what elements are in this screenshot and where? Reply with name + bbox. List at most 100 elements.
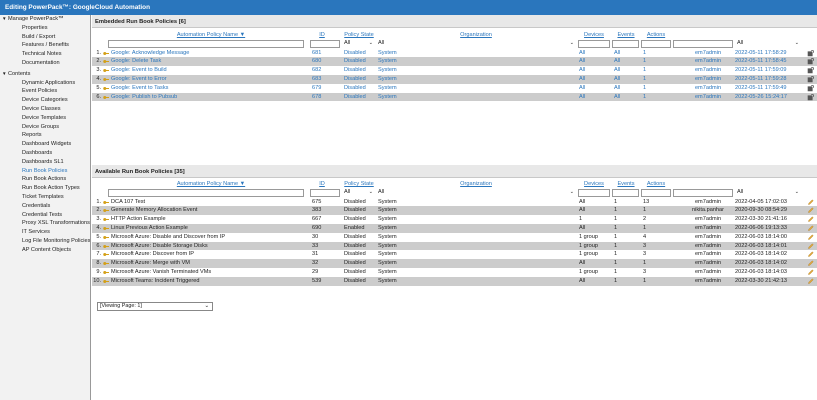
column-header-policy-state[interactable]: Policy State	[344, 32, 374, 38]
sidebar-item-build-export[interactable]: Build / Export	[22, 33, 56, 40]
policy-name-link[interactable]: Microsoft Teams: Incident Triggered	[111, 277, 200, 284]
sidebar-item-dashboard-widgets[interactable]: Dashboard Widgets	[22, 141, 72, 148]
sidebar-item-device-groups[interactable]: Device Groups	[22, 123, 59, 130]
column-header-actions[interactable]: Actions	[646, 181, 666, 187]
table-row[interactable]: 5. Microsoft Azure: Disable and Discover …	[92, 233, 817, 242]
column-header-policy-state[interactable]: Policy State	[344, 181, 374, 187]
table-row[interactable]: 6. Microsoft Azure: Disable Storage Disks…	[92, 241, 817, 251]
table-row[interactable]: 10. Microsoft Teams: Incident Triggered 53…	[92, 276, 817, 286]
pencil-icon[interactable]	[807, 199, 814, 206]
column-header-events[interactable]: Events	[617, 32, 635, 38]
table-row[interactable]: 6. Google: Publish to Pubsub 678 Disabled Sy…	[92, 92, 817, 102]
column-header-id[interactable]: ID	[319, 32, 325, 38]
remove-policy-icon[interactable]	[807, 85, 814, 92]
id-filter-input[interactable]	[310, 189, 340, 197]
policy-name-link[interactable]: Microsoft Azure: Disable Storage Disks	[111, 242, 208, 249]
remove-policy-icon[interactable]	[807, 49, 814, 57]
column-header-name[interactable]: Automation Policy Name ▼	[176, 32, 246, 38]
table-row[interactable]: 9. Microsoft Azure: Vanish Terminated VMs…	[92, 268, 817, 277]
sidebar-item-run-book-policies[interactable]: Run Book Policies	[22, 167, 68, 174]
remove-policy-icon[interactable]	[807, 93, 814, 101]
policy-name-link[interactable]: Google: Publish to Pubsub	[111, 93, 178, 100]
column-header-devices[interactable]: Devices	[584, 181, 604, 187]
policy-state-filter-select[interactable]: All ⌄	[342, 189, 375, 197]
pencil-icon[interactable]	[807, 216, 814, 223]
remove-policy-icon[interactable]	[807, 58, 814, 65]
sidebar-item-dashboards[interactable]: Dashboards	[22, 149, 53, 156]
actions-filter-input[interactable]	[641, 189, 671, 197]
sidebar-item-properties[interactable]: Properties	[22, 24, 48, 31]
policy-name-link[interactable]: DCA 107 Test	[111, 198, 146, 205]
sidebar-item-device-templates[interactable]: Device Templates	[22, 114, 67, 121]
name-filter-input[interactable]	[108, 40, 304, 48]
pencil-icon[interactable]	[807, 243, 814, 250]
policy-name-link[interactable]: Google: Event to Tasks	[111, 84, 169, 91]
pencil-icon[interactable]	[807, 269, 814, 276]
column-header-name[interactable]: Automation Policy Name ▼	[176, 181, 246, 187]
sidebar-item-it-services[interactable]: IT Services	[22, 229, 50, 236]
edited-by-filter-input[interactable]	[673, 40, 733, 48]
policy-name-link[interactable]: Generate Memory Allocation Event	[111, 207, 198, 214]
edited-by-filter-input[interactable]	[673, 189, 733, 197]
page-selector[interactable]: [Viewing Page: 1] ⌄	[97, 302, 213, 311]
sidebar-item-run-book-action-types[interactable]: Run Book Action Types	[22, 185, 80, 192]
devices-filter-input[interactable]	[578, 189, 610, 197]
pencil-icon[interactable]	[807, 251, 814, 258]
sidebar-item-event-policies[interactable]: Event Policies	[22, 88, 58, 95]
table-row[interactable]: 2. Google: Delete Task 680 Disabled System Al…	[92, 57, 817, 67]
events-filter-input[interactable]	[612, 189, 639, 197]
sidebar-item-run-book-actions[interactable]: Run Book Actions	[22, 176, 67, 183]
column-header-organization[interactable]: Organization	[460, 32, 492, 38]
pencil-icon[interactable]	[807, 225, 814, 232]
table-row[interactable]: 7. Microsoft Azure: Discover from IP 31 Dis…	[92, 250, 817, 259]
policy-name-link[interactable]: Google: Delete Task	[111, 58, 162, 65]
pencil-icon[interactable]	[807, 207, 814, 214]
column-header-devices[interactable]: Devices	[584, 32, 604, 38]
pencil-icon[interactable]	[807, 234, 814, 241]
sidebar-item-credential-tests[interactable]: Credential Tests	[22, 211, 63, 218]
last-edited-filter-select[interactable]: All ⌄	[735, 40, 801, 48]
remove-policy-icon[interactable]	[807, 67, 814, 74]
remove-policy-icon[interactable]	[807, 76, 814, 83]
table-row[interactable]: 3. Google: Event to Build 682 Disabled Syste…	[92, 66, 817, 75]
sidebar-item-device-categories[interactable]: Device Categories	[22, 97, 68, 104]
column-header-events[interactable]: Events	[617, 181, 635, 187]
pencil-icon[interactable]	[807, 278, 814, 285]
table-row[interactable]: 4. Google: Event to Error 683 Disabled Syste…	[92, 74, 817, 84]
sidebar-item-credentials[interactable]: Credentials	[22, 202, 51, 209]
name-filter-input[interactable]	[108, 189, 304, 197]
table-row[interactable]: 4. Linux Previous Action Example 690 Enable…	[92, 223, 817, 233]
sidebar-group-header[interactable]: ▼Contents	[0, 70, 90, 79]
table-row[interactable]: 8. Microsoft Azure: Merge with VM 32 Disabl…	[92, 259, 817, 268]
sidebar-item-proxy-xsl-transformations[interactable]: Proxy XSL Transformations	[22, 220, 90, 227]
policy-name-link[interactable]: Google: Event to Error	[111, 75, 167, 82]
sidebar-item-dashboards-sl1[interactable]: Dashboards SL1	[22, 158, 64, 165]
actions-filter-input[interactable]	[641, 40, 671, 48]
table-row[interactable]: 2. Generate Memory Allocation Event 383 Dis…	[92, 206, 817, 216]
last-edited-filter-select[interactable]: All ⌄	[735, 189, 801, 197]
table-row[interactable]: 1. Google: Acknowledge Message 681 Disabled…	[92, 49, 817, 58]
table-row[interactable]: 3. HTTP Action Example 667 Disabled System 1 1…	[92, 215, 817, 224]
column-header-organization[interactable]: Organization	[460, 181, 492, 187]
policy-name-link[interactable]: Linux Previous Action Example	[111, 224, 188, 231]
sidebar-item-technical-notes[interactable]: Technical Notes	[22, 51, 62, 58]
sidebar-item-ticket-templates[interactable]: Ticket Templates	[22, 193, 64, 200]
events-filter-input[interactable]	[612, 40, 639, 48]
table-row[interactable]: 1. DCA 107 Test 675 Disabled System All 1 13 em7…	[92, 198, 817, 207]
policy-state-filter-select[interactable]: All ⌄	[342, 40, 375, 48]
sidebar-item-dynamic-applications[interactable]: Dynamic Applications	[22, 79, 76, 86]
table-row[interactable]: 5. Google: Event to Tasks 679 Disabled Syste…	[92, 84, 817, 93]
policy-name-link[interactable]: Google: Event to Build	[111, 67, 167, 74]
id-filter-input[interactable]	[310, 40, 340, 48]
policy-name-link[interactable]: Microsoft Azure: Merge with VM	[111, 260, 190, 267]
policy-name-link[interactable]: HTTP Action Example	[111, 216, 166, 223]
column-header-actions[interactable]: Actions	[646, 32, 666, 38]
policy-name-link[interactable]: Microsoft Azure: Discover from IP	[111, 251, 194, 258]
sidebar-item-features-benefits[interactable]: Features / Benefits	[22, 42, 69, 49]
sidebar-group-header[interactable]: ▼Manage PowerPack™	[0, 15, 90, 24]
sidebar-item-ap-content-objects[interactable]: AP Content Objects	[22, 246, 72, 253]
sidebar-item-reports[interactable]: Reports	[22, 132, 42, 139]
sidebar-item-log-file-monitoring-policies[interactable]: Log File Monitoring Policies	[22, 237, 90, 244]
policy-name-link[interactable]: Google: Acknowledge Message	[111, 49, 190, 56]
organization-filter-select[interactable]: All ⌄	[376, 189, 576, 197]
